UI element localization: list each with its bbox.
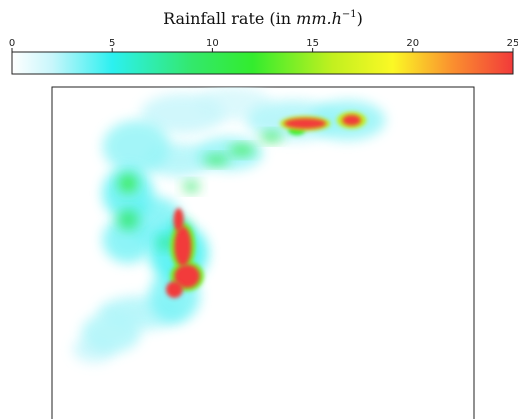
rain-cell-6 (81, 312, 141, 353)
rain-cell-33 (165, 281, 183, 298)
rain-cell-19 (203, 155, 230, 166)
colorbar-tick-label-0: 0 (9, 38, 15, 49)
rain-cell-17 (117, 209, 139, 230)
colorbar-label-unit: mm.h (296, 9, 342, 28)
colorbar-label-close: ) (357, 9, 363, 28)
rain-cell-9 (195, 136, 263, 170)
rain-cell-32 (174, 264, 200, 288)
colorbar-tick-label-15: 15 (306, 38, 319, 49)
rain-cell-30 (174, 226, 192, 267)
rainfall-field (73, 87, 386, 363)
rain-cell-13 (102, 166, 154, 220)
rain-cell-11 (102, 216, 154, 263)
rain-cell-22 (229, 145, 255, 156)
colorbar (11, 51, 514, 75)
rain-cell-20 (260, 131, 282, 142)
rain-cell-28 (284, 118, 327, 129)
rain-cell-21 (118, 173, 138, 193)
colorbar-tick-label-25: 25 (507, 38, 518, 49)
rain-cell-8 (102, 120, 171, 174)
rain-cell-1 (140, 93, 226, 134)
colorbar-ticks (11, 48, 514, 52)
rain-cell-16 (157, 236, 175, 250)
colorbar-tick-labels: 0 5 10 15 20 25 (9, 38, 518, 49)
colorbar-tick-label-5: 5 (109, 38, 115, 49)
colorbar-label-exponent: −1 (342, 9, 357, 20)
rain-cell-29 (342, 114, 361, 126)
colorbar-label-text: Rainfall rate (in (163, 9, 296, 28)
colorbar-tick-label-20: 20 (406, 38, 419, 49)
colorbar-tick-label-10: 10 (206, 38, 219, 49)
rain-cell-31 (173, 208, 184, 232)
rain-cell-18 (182, 181, 200, 192)
colorbar-label: Rainfall rate (in mm.h−1) (163, 9, 363, 28)
